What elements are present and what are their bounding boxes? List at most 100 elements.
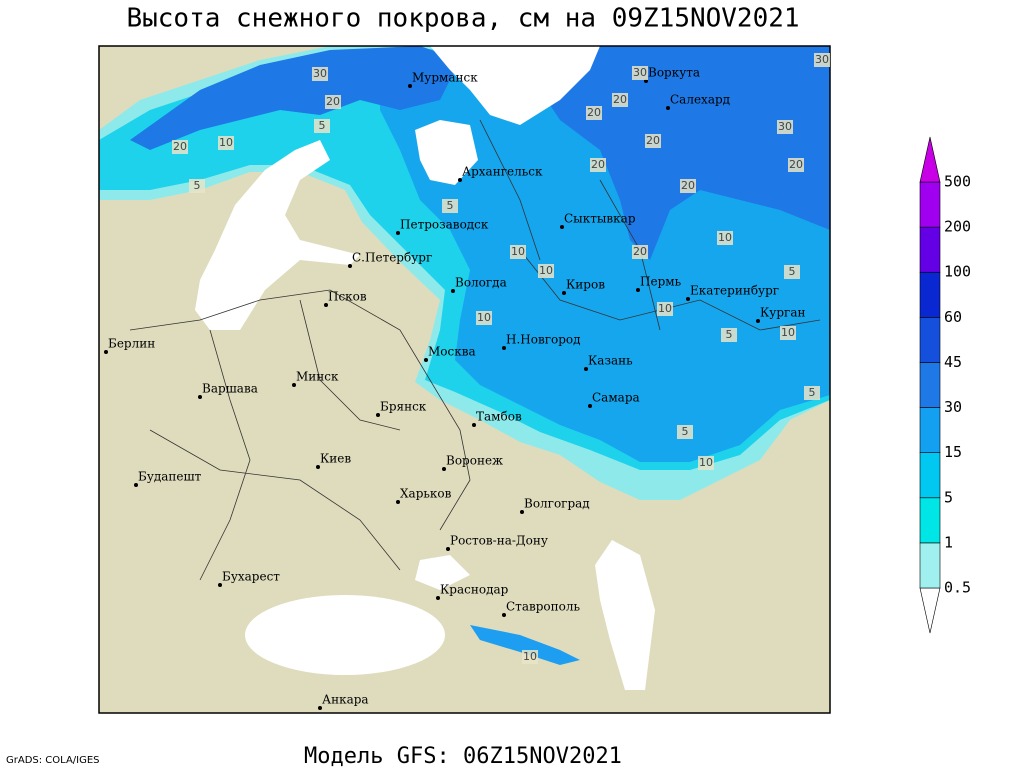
contour-label: 30 — [633, 66, 647, 79]
caucasus-snow — [470, 625, 580, 665]
city-label: Варшава — [202, 382, 258, 396]
city-dot — [316, 465, 320, 469]
city-dot — [318, 706, 322, 710]
colorbar-bottom-tip — [919, 587, 941, 634]
contour-label-box — [814, 53, 830, 67]
contour-label-box — [586, 106, 602, 120]
contour-label: 5 — [319, 119, 326, 132]
credit: GrADS: COLA/IGES — [6, 755, 100, 766]
colorbar-label: 200 — [944, 218, 971, 236]
colorbar-label: 1 — [944, 533, 953, 551]
contour-label-box — [645, 134, 661, 148]
contour-label-box — [680, 179, 696, 193]
contour-label-box — [172, 140, 188, 154]
city-dot — [436, 596, 440, 600]
city-label: Пермь — [640, 275, 682, 289]
city-dot — [424, 358, 428, 362]
barents-sea — [430, 46, 600, 125]
city-label: Воркута — [648, 66, 700, 80]
city-dot — [458, 178, 462, 182]
city-label: Н.Новгород — [506, 333, 581, 347]
city-dot — [104, 350, 108, 354]
colorbar-band — [919, 497, 941, 544]
colorbar-band — [919, 271, 941, 318]
caspian-sea — [595, 540, 655, 690]
map-frame — [98, 45, 831, 714]
contour-label-box — [632, 66, 648, 80]
contour-label-box — [804, 386, 820, 400]
baltic-sea — [195, 140, 360, 330]
colorbar-band — [919, 542, 941, 589]
city-dot — [324, 303, 328, 307]
contour-label-box — [717, 231, 733, 245]
city-dot — [756, 319, 760, 323]
title: Высота снежного покрова, см на 09Z15NOV2… — [126, 4, 799, 34]
contour-label: 5 — [194, 179, 201, 192]
city-dot — [472, 423, 476, 427]
city-dot — [376, 413, 380, 417]
city-dot — [218, 583, 222, 587]
city-label: Салехард — [670, 93, 730, 107]
contour-label-box — [784, 265, 800, 279]
city-dot — [134, 483, 138, 487]
colorbar-band — [919, 452, 941, 499]
city-dot — [408, 84, 412, 88]
city-dot — [348, 264, 352, 268]
city-label: Ростов-на-Дону — [450, 534, 548, 548]
contour-label-box — [189, 179, 205, 193]
city-dot — [520, 510, 524, 514]
black-sea — [245, 595, 445, 675]
city-label: Сыктывкар — [564, 212, 636, 226]
city-label: Тамбов — [476, 410, 522, 424]
city-label: Киев — [320, 452, 351, 466]
city-label: Будапешт — [138, 470, 202, 484]
contour-label: 20 — [326, 95, 340, 108]
city-dot — [396, 500, 400, 504]
city-label: Самара — [592, 391, 640, 405]
city-label: Мурманск — [412, 71, 478, 85]
contour-label: 20 — [681, 179, 695, 192]
contour-label-box — [312, 67, 328, 81]
city-dot — [442, 467, 446, 471]
contour-label: 10 — [781, 326, 795, 339]
contour-label-box — [657, 302, 673, 316]
contour-label: 30 — [778, 120, 792, 133]
colorbar-label: 5 — [944, 488, 953, 506]
contour-label: 20 — [591, 158, 605, 171]
city-dot — [502, 346, 506, 350]
contour-label-box — [538, 264, 554, 278]
contour-label-box — [788, 158, 804, 172]
contour-label-box — [780, 326, 796, 340]
colorbar-label: 45 — [944, 353, 962, 371]
contour-label-box — [476, 311, 492, 325]
contour-label: 20 — [173, 140, 187, 153]
colorbar-label: 30 — [944, 398, 962, 416]
city-label: Ставрополь — [506, 600, 580, 614]
city-label: Анкара — [322, 693, 369, 707]
contour-label: 10 — [539, 264, 553, 277]
contour-label-box — [612, 93, 628, 107]
contour-label: 20 — [646, 134, 660, 147]
city-dot — [292, 383, 296, 387]
city-label: Волгоград — [524, 497, 590, 511]
city-dot — [502, 613, 506, 617]
contour-label-box — [442, 199, 458, 213]
colorbar-band — [919, 317, 941, 363]
city-label: Воронеж — [446, 454, 503, 468]
city-dot — [562, 291, 566, 295]
city-label: Вологда — [455, 276, 507, 290]
colorbar-label: 500 — [944, 173, 971, 191]
city-label: С.Петербург — [352, 251, 432, 265]
colorbar-label: 15 — [944, 443, 962, 461]
contour-label-box — [777, 120, 793, 134]
contour-label: 5 — [726, 328, 733, 341]
city-label: Краснодар — [440, 583, 509, 597]
snow-dark-nw — [130, 46, 460, 150]
city-label: Брянск — [380, 400, 427, 414]
city-label: Москва — [428, 345, 476, 359]
city-dot — [636, 288, 640, 292]
contour-label: 10 — [511, 245, 525, 258]
city-label: Берлин — [108, 337, 155, 351]
city-label: Архангельск — [462, 165, 543, 179]
